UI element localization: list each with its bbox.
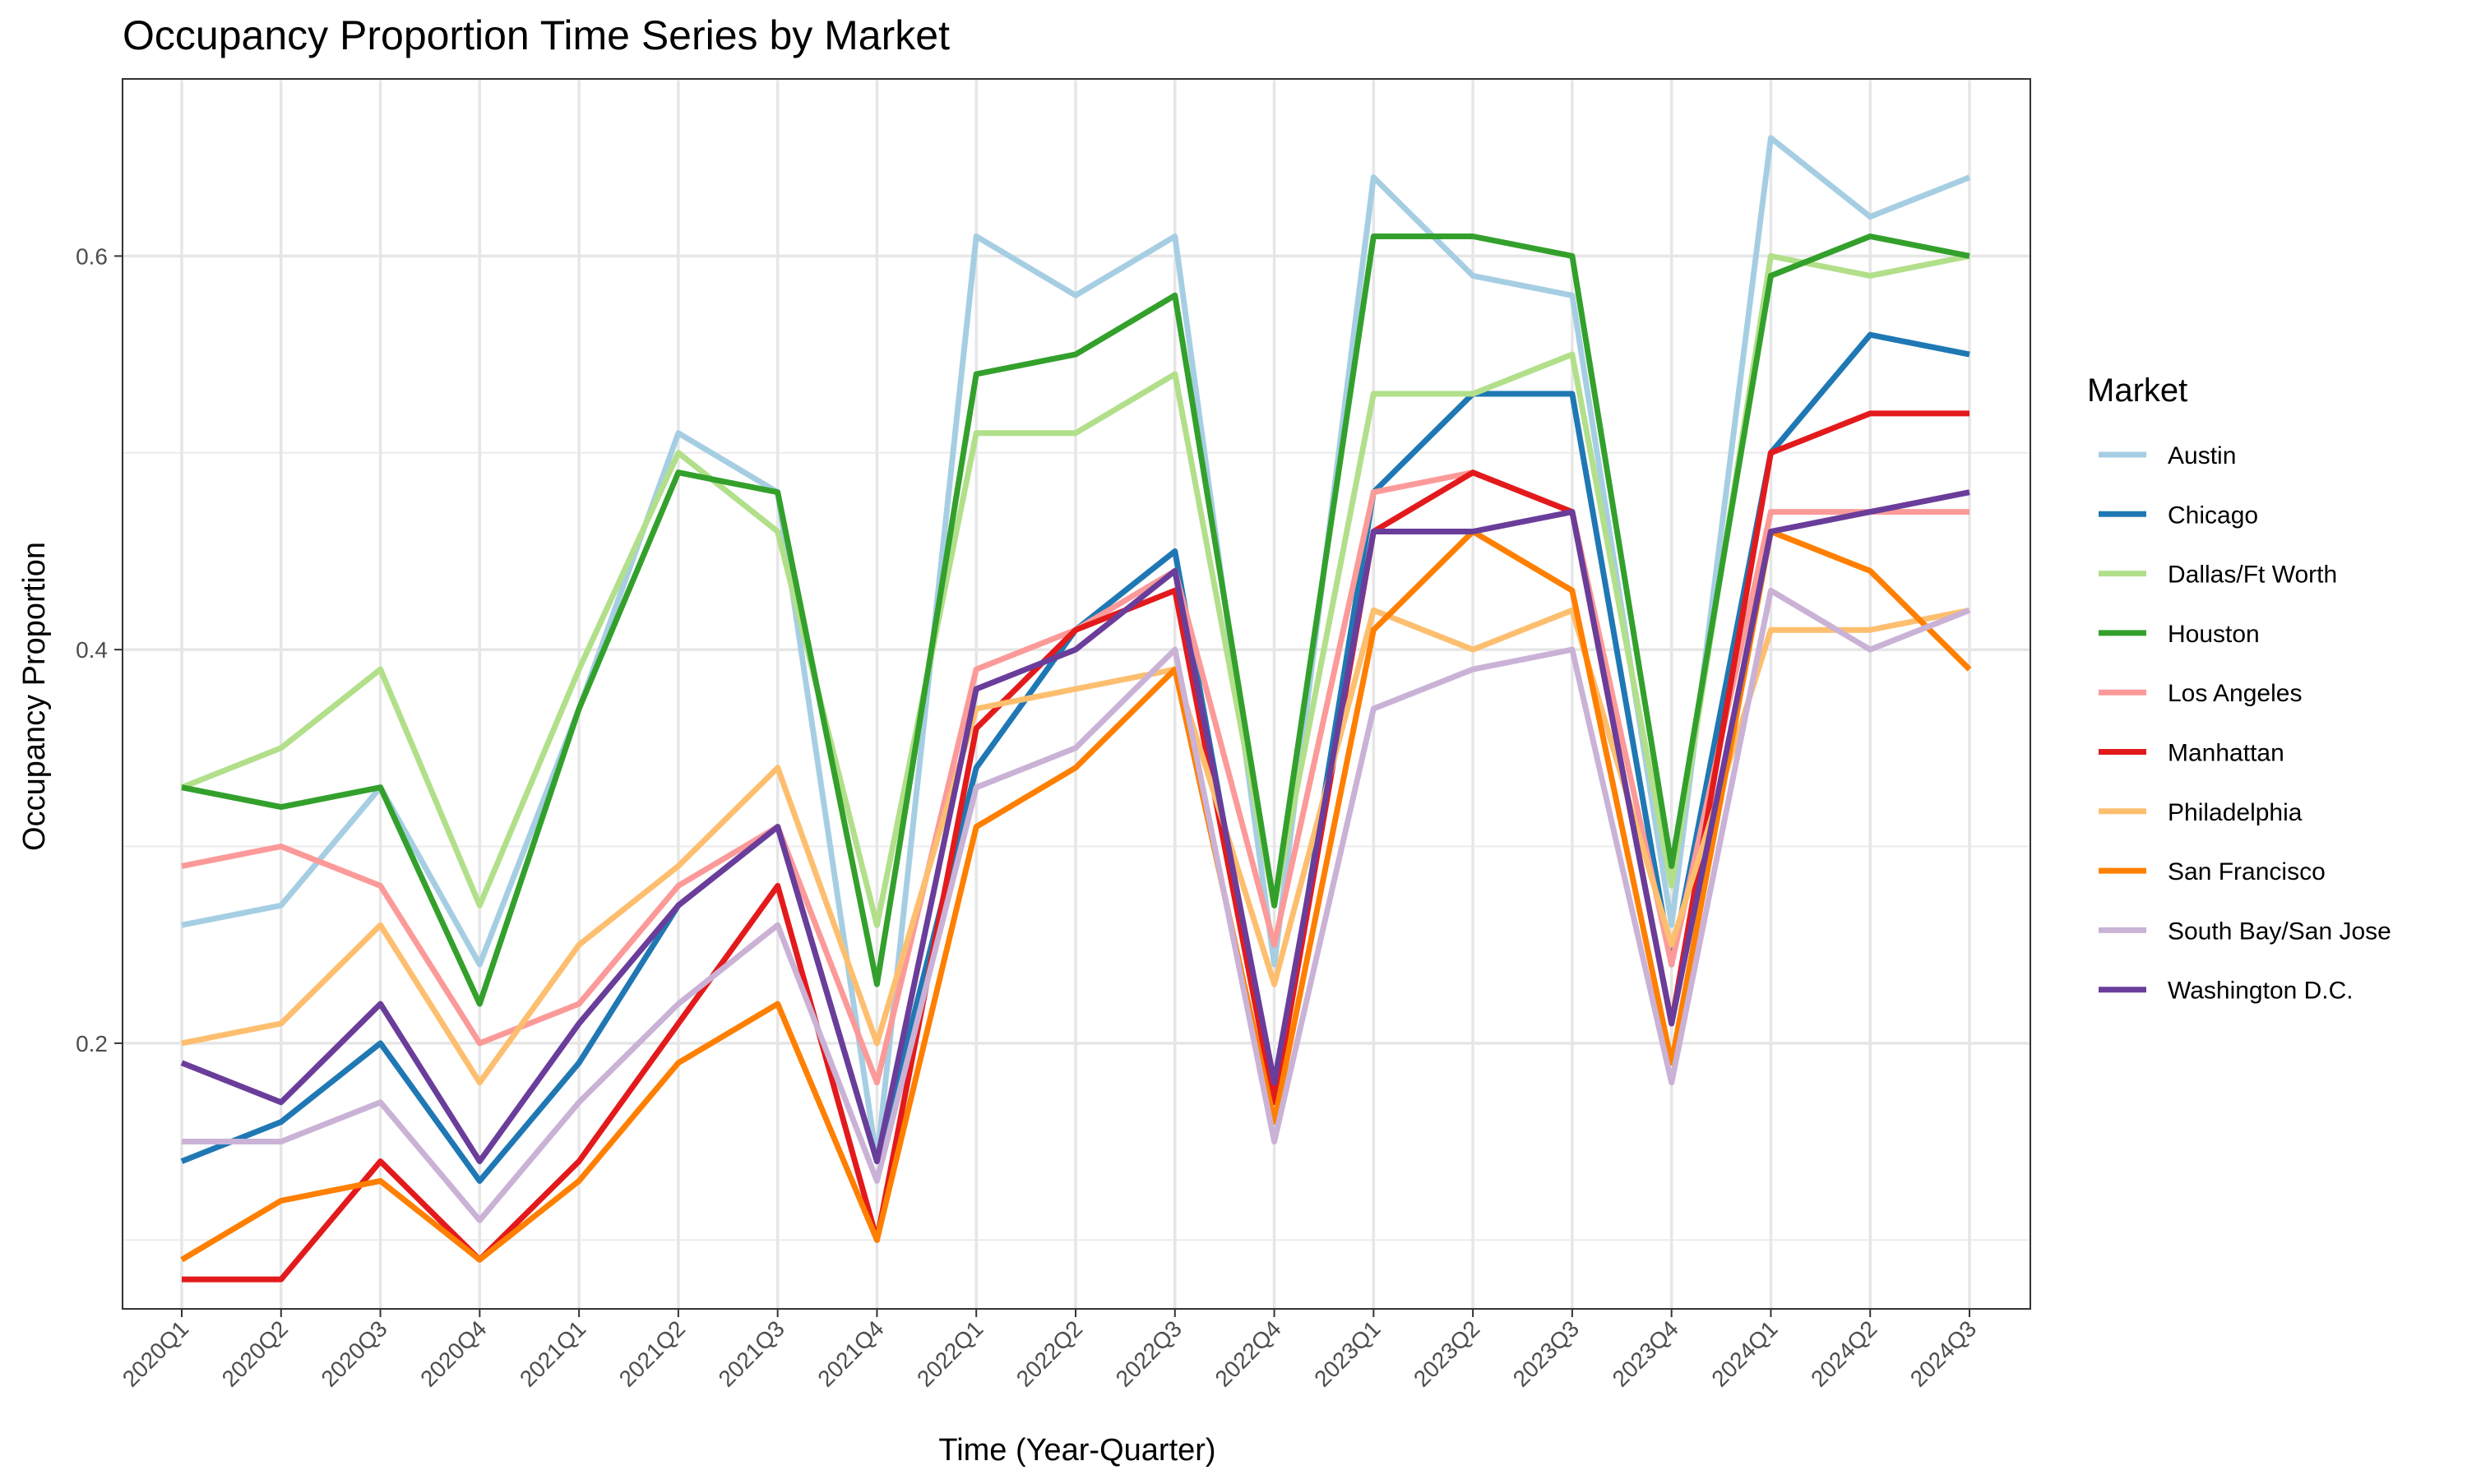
- legend-label: Los Angeles: [2168, 680, 2302, 707]
- series-line: [180, 529, 1972, 1263]
- legend-label: San Francisco: [2168, 858, 2326, 885]
- y-tick-label: 0.6: [76, 243, 108, 269]
- y-tick-label: 0.4: [76, 637, 108, 663]
- x-tick-label: 2023Q1: [1309, 1315, 1385, 1391]
- x-tick-label: 2024Q2: [1806, 1315, 1881, 1391]
- series-line: [181, 607, 1970, 1086]
- legend-label: Washington D.C.: [2168, 978, 2354, 1005]
- y-tick-label: 0.2: [76, 1031, 108, 1056]
- x-tick-label: 2022Q1: [912, 1315, 988, 1391]
- x-tick-label: 2024Q1: [1706, 1315, 1782, 1391]
- x-tick-label: 2021Q1: [515, 1315, 590, 1391]
- x-tick-label: 2023Q4: [1608, 1315, 1683, 1391]
- x-tick-label: 2021Q2: [614, 1315, 690, 1391]
- x-tick-label: 2022Q3: [1111, 1315, 1187, 1391]
- x-tick-label: 2020Q4: [415, 1315, 491, 1391]
- x-tick-label: 2021Q4: [812, 1315, 888, 1391]
- series-line: [180, 489, 1970, 1164]
- x-tick-label: 2023Q2: [1409, 1315, 1484, 1391]
- x-tick-label: 2020Q2: [217, 1315, 293, 1391]
- chart-title: Occupancy Proportion Time Series by Mark…: [123, 12, 950, 58]
- series-line: [182, 587, 1971, 1223]
- legend-title: Market: [2087, 372, 2187, 409]
- legend-label: Manhattan: [2168, 740, 2284, 767]
- legend-label: South Bay/San Jose: [2168, 918, 2391, 945]
- x-tick-label: 2020Q3: [316, 1315, 391, 1391]
- series-line: [181, 233, 1970, 1007]
- legend-label: Houston: [2168, 621, 2260, 648]
- series-line: [181, 135, 1971, 1164]
- x-tick-label: 2023Q3: [1508, 1315, 1584, 1391]
- x-tick-label: 2020Q1: [118, 1315, 193, 1391]
- x-tick-label: 2022Q2: [1011, 1315, 1087, 1391]
- series-line: [180, 252, 1970, 928]
- legend: Market Austin Chicago Dallas/Ft Worth Houst…: [2087, 372, 2391, 1005]
- x-tick-label: 2021Q3: [714, 1315, 789, 1391]
- legend-label: Austin: [2168, 442, 2236, 469]
- legend-label: Philadelphia: [2168, 799, 2303, 826]
- grid-layer: [123, 79, 2030, 1309]
- legend-label: Dallas/Ft Worth: [2168, 562, 2337, 589]
- x-tick-label: 2022Q4: [1210, 1315, 1285, 1391]
- series-layer: [180, 135, 1972, 1283]
- y-axis-title: Occupancy Proportion: [17, 542, 52, 851]
- x-tick-label: 2024Q3: [1905, 1315, 1981, 1391]
- legend-label: Chicago: [2168, 502, 2258, 529]
- x-axis-title: Time (Year-Quarter): [938, 1433, 1215, 1468]
